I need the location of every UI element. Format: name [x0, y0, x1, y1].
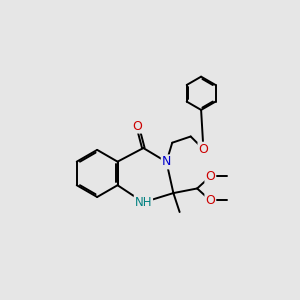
- Text: O: O: [199, 143, 208, 156]
- Text: O: O: [133, 120, 142, 133]
- Text: N: N: [162, 155, 171, 168]
- Text: O: O: [206, 194, 215, 207]
- Text: NH: NH: [135, 196, 152, 209]
- Text: O: O: [206, 170, 215, 183]
